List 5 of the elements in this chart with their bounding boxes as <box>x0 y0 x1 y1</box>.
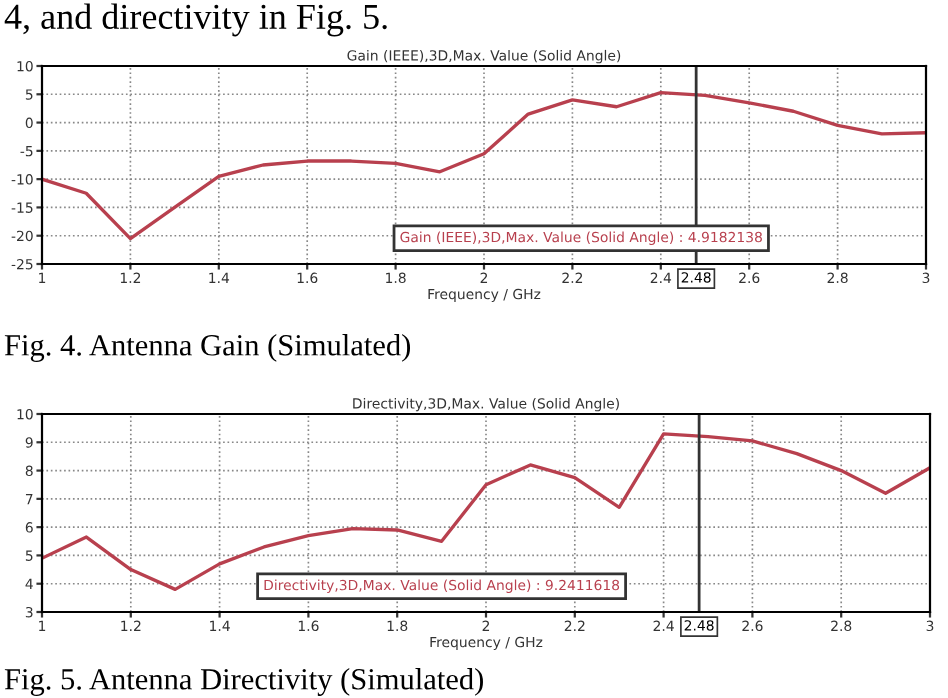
caption: Fig. 4. Antenna Gain (Simulated) <box>4 334 411 362</box>
caption: Fig. 5. Antenna Directivity (Simulated) <box>4 668 483 696</box>
line-series <box>42 90 926 241</box>
text: 4, and directivity in Fig. 5. <box>4 3 387 37</box>
line-series <box>42 432 930 592</box>
